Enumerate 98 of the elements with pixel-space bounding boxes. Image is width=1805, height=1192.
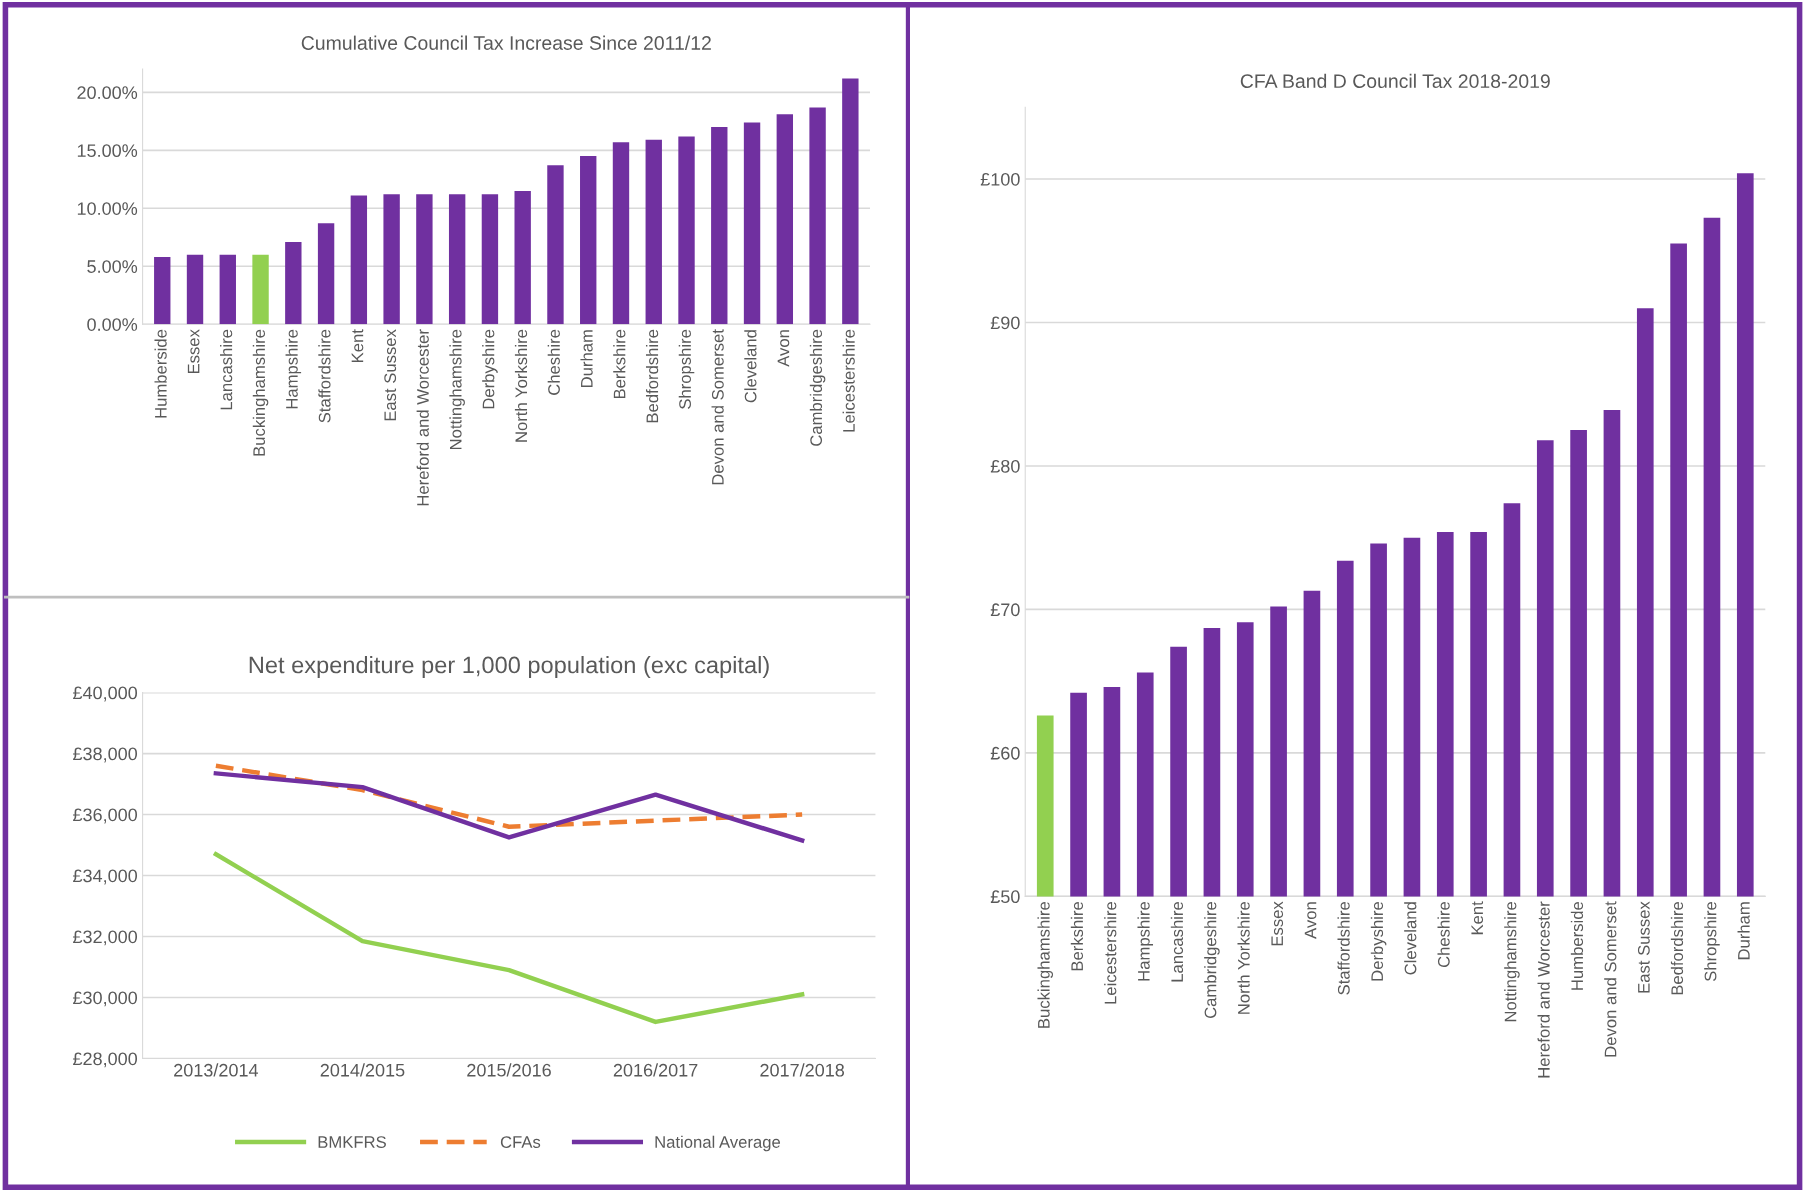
bar	[448, 194, 466, 325]
x-tick-label: 2017/2018	[760, 1063, 845, 1077]
x-tick-label: Derbyshire	[482, 329, 498, 409]
bar	[186, 254, 204, 325]
x-tick-label: Cleveland	[1404, 902, 1417, 975]
x-tick-label: Nottinghamshire	[449, 329, 465, 450]
x-tick-label: North Yorkshire	[1237, 901, 1250, 1014]
x-tick-label: Staffordshire	[1337, 901, 1350, 995]
bar	[711, 127, 728, 325]
x-tick-label: Essex	[187, 329, 200, 374]
x-tick-label: 2016/2017	[613, 1063, 698, 1077]
y-tick-label: 15.00%	[77, 144, 138, 158]
bar	[547, 165, 564, 325]
legend-label: National Average	[655, 1135, 781, 1152]
y-tick-label: £28,000	[72, 1052, 138, 1068]
bar	[514, 190, 531, 325]
x-tick-label: Cleveland	[744, 330, 757, 403]
x-tick-label: Hampshire	[1137, 901, 1154, 981]
x-tick-label: 2014/2015	[320, 1063, 405, 1077]
y-tick-label: 5.00%	[87, 260, 138, 273]
bar	[154, 256, 171, 325]
line-series	[213, 851, 805, 1025]
x-tick-label: Essex	[1271, 901, 1284, 946]
x-tick-label: Cambridgeshire	[1204, 901, 1220, 1019]
x-tick-label: Berkshire	[613, 329, 626, 399]
bar	[383, 194, 400, 325]
bar	[743, 122, 761, 325]
x-tick-label: Leicestershire	[1104, 901, 1117, 1004]
x-tick-label: Buckinghamshire	[1037, 901, 1054, 1028]
x-tick-label: 2015/2016	[467, 1063, 551, 1077]
y-tick-label: £90	[990, 316, 1020, 330]
x-tick-label: Berkshire	[1070, 901, 1084, 971]
bar	[252, 254, 269, 325]
bar	[219, 254, 236, 325]
bar	[842, 78, 859, 325]
line-series	[213, 771, 805, 843]
x-tick-label: Nottinghamshire	[1504, 901, 1520, 1022]
x-tick-label: Shropshire	[1704, 901, 1720, 982]
y-tick-label: £80	[990, 459, 1020, 473]
bar	[580, 156, 597, 325]
bar	[809, 107, 826, 325]
x-tick-label: Devon and Somerset	[1604, 901, 1617, 1057]
y-tick-label: 10.00%	[77, 202, 138, 215]
bar	[416, 194, 433, 325]
x-tick-label: Buckinghamshire	[252, 329, 269, 456]
x-tick-label: Devon and Somerset	[711, 329, 724, 485]
x-tick-label: Derbyshire	[1370, 901, 1387, 981]
x-tick-label: Hereford and Worcester	[1537, 901, 1550, 1078]
y-tick-label: £34,000	[72, 869, 138, 885]
x-tick-label: Bedfordshire	[1670, 901, 1684, 995]
x-tick-label: Cheshire	[547, 329, 560, 395]
y-tick-label: £36,000	[72, 808, 138, 824]
x-tick-label: North Yorkshire	[514, 329, 528, 442]
x-tick-label: Staffordshire	[318, 329, 331, 423]
x-tick-label: Cheshire	[1437, 901, 1450, 968]
chart-title: Net expenditure per 1,000 population (exc capital)	[249, 656, 769, 679]
y-tick-label: 20.00%	[77, 86, 138, 100]
y-tick-label: £38,000	[72, 747, 138, 763]
x-tick-label: Humberside	[154, 329, 167, 418]
x-tick-label: East Sussex	[1637, 901, 1650, 993]
bar	[776, 114, 794, 325]
x-tick-label: Avon	[777, 330, 790, 367]
x-tick-label: Avon	[1304, 902, 1317, 939]
x-tick-label: Hereford and Worcester	[416, 329, 429, 506]
x-tick-label: East Sussex	[384, 329, 397, 421]
y-tick-label: £70	[990, 603, 1020, 617]
x-tick-label: Hampshire	[285, 329, 302, 409]
legend-label: BMKFRS	[318, 1136, 386, 1148]
y-tick-label: £32,000	[72, 930, 138, 946]
bar	[481, 194, 499, 325]
x-tick-label: Cambridgeshire	[809, 329, 826, 446]
x-tick-label: 2013/2014	[174, 1063, 259, 1077]
x-tick-label: Lancashire	[220, 329, 233, 410]
chart-title: Cumulative Council Tax Increase Since 2011/12	[301, 35, 711, 50]
legend-label: CFAs	[500, 1136, 541, 1148]
y-tick-label: £60	[990, 746, 1020, 760]
x-tick-label: Durham	[580, 330, 593, 387]
x-tick-label: Humberside	[1570, 901, 1584, 990]
x-tick-label: Kent	[351, 329, 364, 362]
y-tick-label: £50	[990, 890, 1020, 904]
x-tick-label: Lancashire	[1170, 901, 1184, 982]
bar	[285, 241, 302, 325]
chart-title: CFA Band D Council Tax 2018-2019	[1240, 73, 1550, 89]
x-tick-label: Leicestershire	[842, 329, 855, 432]
bar	[612, 142, 630, 325]
y-tick-label: £40,000	[72, 686, 138, 702]
y-tick-label: 0.00%	[87, 318, 138, 331]
line-series	[213, 763, 805, 829]
bar	[317, 223, 335, 325]
x-tick-label: Shropshire	[678, 329, 695, 409]
x-tick-label: Durham	[1737, 902, 1750, 960]
bar	[678, 136, 695, 325]
x-tick-label: Kent	[1471, 901, 1484, 935]
y-tick-label: £30,000	[72, 991, 138, 1007]
y-tick-label: £100	[980, 172, 1020, 186]
x-tick-label: Bedfordshire	[645, 329, 659, 423]
bar	[350, 195, 368, 325]
bar	[645, 139, 662, 325]
